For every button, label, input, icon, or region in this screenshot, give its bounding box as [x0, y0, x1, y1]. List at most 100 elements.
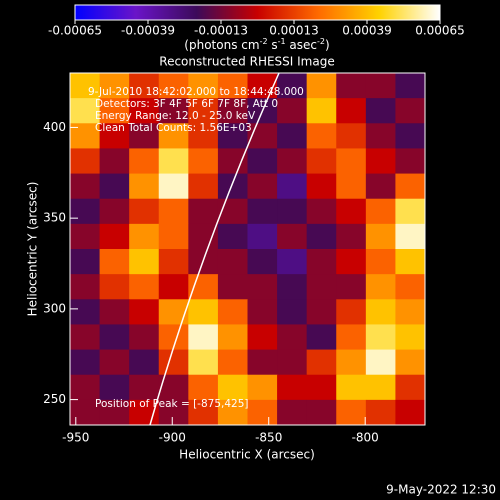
heatmap-cell — [395, 399, 426, 426]
heatmap-cell — [395, 374, 426, 401]
heatmap-cell — [217, 198, 248, 225]
heatmap-cell — [99, 148, 130, 175]
heatmap-cell — [188, 123, 219, 149]
heatmap-cell — [306, 98, 337, 124]
x-tick-label: -950 — [62, 431, 89, 445]
heatmap-cell — [277, 148, 308, 175]
heatmap-cell — [217, 98, 248, 124]
label-part: (photons cm — [184, 38, 259, 52]
heatmap-cell — [99, 299, 130, 325]
heatmap-cell — [365, 123, 396, 149]
heatmap-cell — [247, 173, 278, 200]
heatmap-cell — [365, 148, 396, 175]
heatmap-cell — [336, 173, 367, 200]
heatmap-cell — [277, 249, 308, 275]
heatmap-cell — [99, 349, 130, 376]
heatmap-cell — [158, 249, 189, 275]
heatmap-cell — [99, 399, 130, 426]
plot-frame — [69, 72, 426, 426]
heatmap-cell — [129, 223, 160, 250]
heatmap-cell — [306, 223, 337, 250]
heatmap-cell — [247, 223, 278, 250]
heatmap-cell — [217, 223, 248, 250]
heatmap-cell — [336, 98, 367, 124]
heatmap-cell — [129, 173, 160, 200]
heatmap-cell — [365, 223, 396, 250]
heatmap-cell — [365, 274, 396, 300]
colorbar-label: (photons cm-2 s-1 asec-2) — [184, 37, 329, 52]
heatmap-cell — [217, 399, 248, 426]
heatmap-cell — [158, 98, 189, 124]
colorbar-tick-label: 0.00065 — [415, 24, 465, 38]
heatmap-cell — [99, 198, 130, 225]
heatmap-cell — [129, 123, 160, 149]
heatmap-cell — [277, 374, 308, 401]
heatmap-cell — [217, 73, 248, 99]
heatmap-cell — [306, 274, 337, 300]
heatmap-cell — [70, 223, 101, 250]
heatmap-cell — [336, 299, 367, 325]
heatmap-cell — [336, 73, 367, 99]
heatmap-cell — [395, 73, 426, 99]
heatmap-cell — [395, 349, 426, 376]
label-part: asec — [286, 38, 317, 52]
heatmap-cell — [99, 249, 130, 275]
heatmap-cell — [306, 73, 337, 99]
heatmap-cell — [129, 374, 160, 401]
heatmap-cell — [188, 349, 219, 376]
heatmap-cell — [306, 299, 337, 325]
heatmap-cell — [70, 374, 101, 401]
heatmap-cell — [99, 98, 130, 124]
annotation: Clean Total Counts: 1.56E+03 — [95, 122, 252, 134]
colorbar-tick-label: -0.00013 — [194, 24, 248, 38]
heatmap-cell — [129, 249, 160, 275]
heatmap-cell — [247, 274, 278, 300]
heatmap-cell — [395, 274, 426, 300]
y-tick-label: 250 — [43, 392, 66, 406]
heatmap-cell — [158, 198, 189, 225]
heatmap-cell — [365, 98, 396, 124]
heatmap-cell — [306, 123, 337, 149]
heatmap-cell — [395, 223, 426, 250]
y-axis-label: Heliocentric Y (arcsec) — [26, 182, 40, 317]
colorbar-tick-label: -0.00065 — [48, 24, 102, 38]
heatmap-cell — [277, 98, 308, 124]
y-tick-label: 350 — [43, 211, 66, 225]
heatmap-cell — [188, 399, 219, 426]
heatmap-cell — [395, 249, 426, 275]
heatmap-cell — [158, 173, 189, 200]
heatmap-cell — [247, 249, 278, 275]
y-tick-label: 300 — [43, 301, 66, 315]
heatmap-cell — [99, 73, 130, 99]
heatmap — [70, 73, 426, 426]
annotation: Detectors: 3F 4F 5F 6F 7F 8F, Att 0 — [95, 98, 278, 110]
annotation: 9-Jul-2010 18:42:02.000 to 18:44:48.000 — [88, 86, 304, 98]
heatmap-cell — [70, 98, 101, 124]
heatmap-cell — [395, 173, 426, 200]
heatmap-cell — [188, 73, 219, 99]
heatmap-cell — [217, 299, 248, 325]
heatmap-cell — [336, 399, 367, 426]
heatmap-cell — [188, 173, 219, 200]
heatmap-cell — [395, 123, 426, 149]
heatmap-cell — [70, 349, 101, 376]
heatmap-cell — [247, 148, 278, 175]
heatmap-cell — [365, 73, 396, 99]
heatmap-cell — [247, 324, 278, 351]
heatmap-cell — [188, 299, 219, 325]
heatmap-cell — [395, 324, 426, 351]
heatmap-cell — [277, 123, 308, 149]
heatmap-cell — [158, 73, 189, 99]
heatmap-cell — [306, 349, 337, 376]
label-part: s — [268, 38, 278, 52]
x-tick-label: -800 — [352, 431, 379, 445]
heatmap-cell — [217, 173, 248, 200]
heatmap-cell — [217, 123, 248, 149]
heatmap-cell — [129, 324, 160, 351]
heatmap-cell — [99, 173, 130, 200]
heatmap-cell — [336, 349, 367, 376]
heatmap-cell — [306, 249, 337, 275]
heatmap-cell — [247, 198, 278, 225]
heatmap-cell — [395, 98, 426, 124]
